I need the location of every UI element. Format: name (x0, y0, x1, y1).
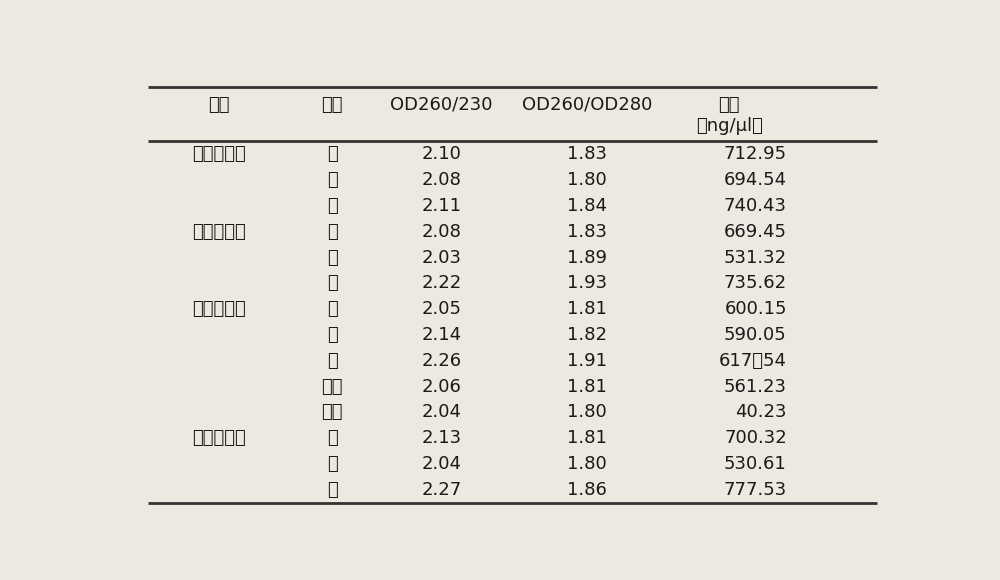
Text: 1.83: 1.83 (567, 146, 607, 164)
Text: 根: 根 (327, 146, 338, 164)
Text: 617．54: 617．54 (719, 352, 787, 370)
Text: 2.11: 2.11 (421, 197, 461, 215)
Text: 694.54: 694.54 (724, 171, 787, 189)
Text: 2.05: 2.05 (421, 300, 461, 318)
Text: 根: 根 (327, 429, 338, 447)
Text: 1.86: 1.86 (567, 481, 607, 499)
Text: OD260/OD280: OD260/OD280 (522, 96, 652, 114)
Text: 苹果大田苗: 苹果大田苗 (192, 429, 246, 447)
Text: 1.80: 1.80 (567, 171, 607, 189)
Text: 700.32: 700.32 (724, 429, 787, 447)
Text: 1.81: 1.81 (567, 429, 607, 447)
Text: 2.22: 2.22 (421, 274, 462, 292)
Text: 叶: 叶 (327, 274, 338, 292)
Text: 茎: 茎 (327, 326, 338, 344)
Text: 2.14: 2.14 (421, 326, 462, 344)
Text: 样品: 样品 (209, 96, 230, 114)
Text: 600.15: 600.15 (724, 300, 787, 318)
Text: 叶: 叶 (327, 481, 338, 499)
Text: 部位: 部位 (321, 96, 343, 114)
Text: OD260/230: OD260/230 (390, 96, 493, 114)
Text: 茎: 茎 (327, 249, 338, 267)
Text: 669.45: 669.45 (724, 223, 787, 241)
Text: 产量: 产量 (718, 96, 740, 114)
Text: 590.05: 590.05 (724, 326, 787, 344)
Text: 735.62: 735.62 (724, 274, 787, 292)
Text: 740.43: 740.43 (724, 197, 787, 215)
Text: （ng/µl）: （ng/µl） (696, 117, 763, 135)
Text: 777.53: 777.53 (724, 481, 787, 499)
Text: 1.83: 1.83 (567, 223, 607, 241)
Text: 2.04: 2.04 (421, 404, 461, 422)
Text: 531.32: 531.32 (724, 249, 787, 267)
Text: 2.08: 2.08 (422, 223, 461, 241)
Text: 1.80: 1.80 (567, 404, 607, 422)
Text: 2.26: 2.26 (421, 352, 462, 370)
Text: 茎: 茎 (327, 455, 338, 473)
Text: 茎: 茎 (327, 171, 338, 189)
Text: 1.93: 1.93 (567, 274, 607, 292)
Text: 1.81: 1.81 (567, 300, 607, 318)
Text: 40.23: 40.23 (735, 404, 787, 422)
Text: 叶: 叶 (327, 352, 338, 370)
Text: 果肉: 果肉 (321, 404, 343, 422)
Text: 2.13: 2.13 (421, 429, 462, 447)
Text: 2.03: 2.03 (421, 249, 461, 267)
Text: 葡萄组培苗: 葡萄组培苗 (192, 223, 246, 241)
Text: 叶: 叶 (327, 197, 338, 215)
Text: 561.23: 561.23 (724, 378, 787, 396)
Text: 葡萄大田苗: 葡萄大田苗 (192, 300, 246, 318)
Text: 2.27: 2.27 (421, 481, 462, 499)
Text: 1.84: 1.84 (567, 197, 607, 215)
Text: 果皮: 果皮 (321, 378, 343, 396)
Text: 2.08: 2.08 (422, 171, 461, 189)
Text: 1.89: 1.89 (567, 249, 607, 267)
Text: 712.95: 712.95 (724, 146, 787, 164)
Text: 1.91: 1.91 (567, 352, 607, 370)
Text: 1.82: 1.82 (567, 326, 607, 344)
Text: 2.06: 2.06 (422, 378, 461, 396)
Text: 530.61: 530.61 (724, 455, 787, 473)
Text: 2.10: 2.10 (422, 146, 461, 164)
Text: 根: 根 (327, 223, 338, 241)
Text: 根: 根 (327, 300, 338, 318)
Text: 1.80: 1.80 (567, 455, 607, 473)
Text: 草莓大田苗: 草莓大田苗 (192, 146, 246, 164)
Text: 1.81: 1.81 (567, 378, 607, 396)
Text: 2.04: 2.04 (421, 455, 461, 473)
